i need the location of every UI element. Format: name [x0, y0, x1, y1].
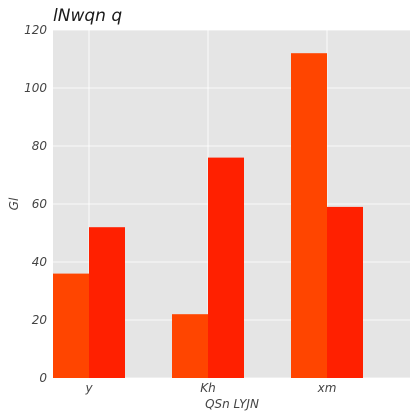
- y-tick-label: 0: [39, 371, 47, 385]
- x-tick-label: xm: [317, 381, 337, 395]
- bars: [53, 53, 363, 378]
- x-tick-label: Kh: [200, 381, 215, 395]
- y-tick-label: 100: [24, 81, 47, 95]
- bar-y-series-1: [53, 273, 89, 378]
- bar-y-series-2: [89, 227, 125, 378]
- x-axis-label: QSn LYJN: [205, 397, 259, 411]
- bar-xm-series-1: [291, 53, 327, 378]
- y-axis-ticks: 0 20 40 60 80 100 120: [24, 23, 47, 385]
- y-axis-label: Gl: [7, 197, 21, 210]
- y-tick-label: 20: [32, 313, 48, 327]
- bar-Kh-series-2: [208, 157, 244, 378]
- y-tick-label: 60: [32, 197, 48, 211]
- chart-title: lNwqn q: [53, 6, 122, 26]
- y-tick-label: 120: [24, 23, 47, 37]
- x-axis-ticks: y Kh xm: [84, 381, 336, 395]
- y-tick-label: 40: [32, 255, 48, 269]
- bar-Kh-series-1: [172, 314, 208, 378]
- y-tick-label: 80: [32, 139, 48, 153]
- bar-xm-series-2: [327, 206, 363, 378]
- x-tick-label: y: [84, 381, 93, 395]
